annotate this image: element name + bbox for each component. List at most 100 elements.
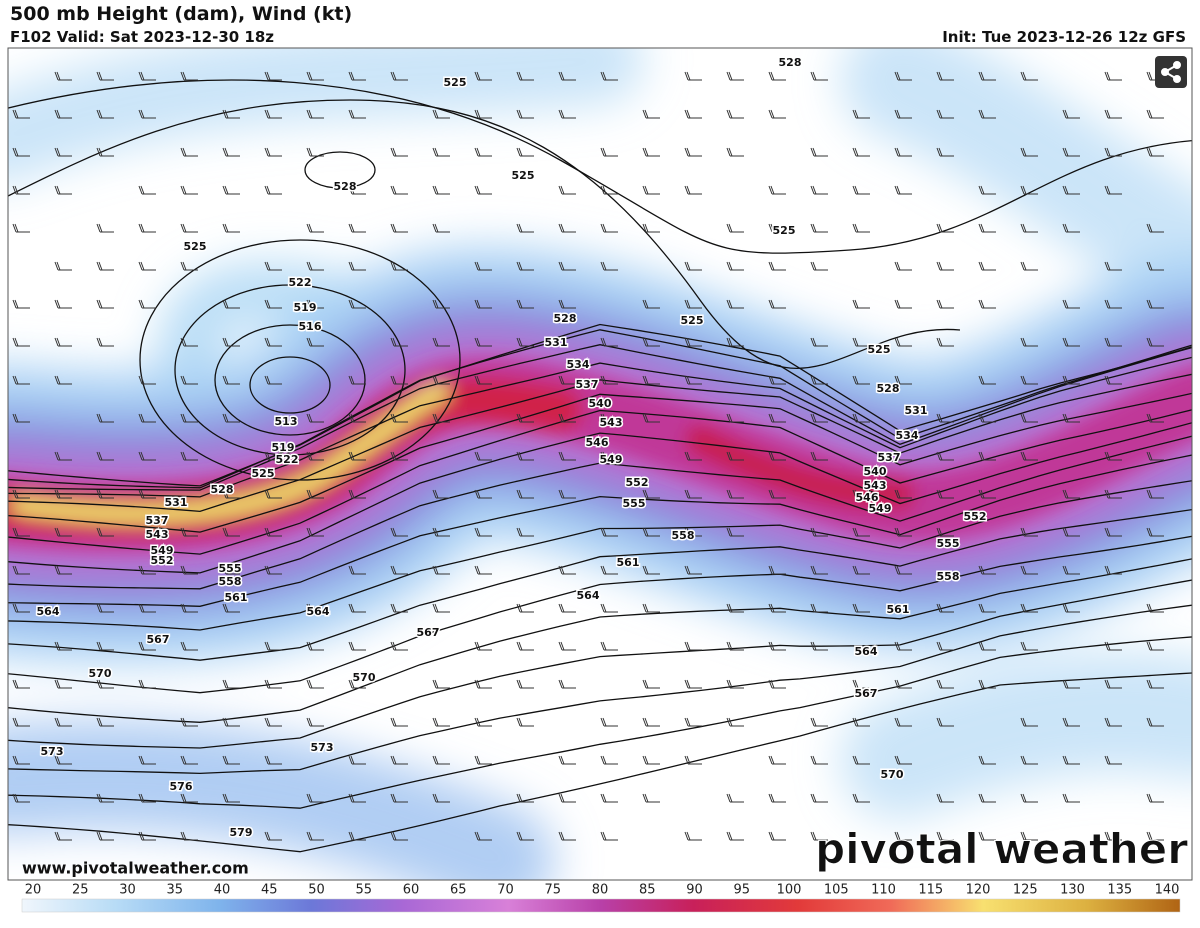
wind-barb [1020,375,1038,385]
wind-barb [138,755,156,765]
wind-barb [600,565,618,575]
contour-label: 558 [937,570,960,583]
contour-label: 558 [219,575,242,588]
wind-barb [684,147,702,157]
wind-barb [96,641,114,651]
wind-barb [978,793,996,803]
wind-barb [432,109,450,119]
wind-barb [264,299,282,309]
wind-barb [306,147,324,157]
share-button[interactable] [1155,56,1187,88]
wind-barb [180,337,198,347]
contour-label: 564 [37,605,60,618]
wind-barb [726,603,744,613]
wind-barb [1146,793,1164,803]
wind-barb [306,527,324,537]
wind-barb [390,375,408,385]
contour-label: 528 [554,312,577,325]
wind-barb [768,71,786,81]
wind-barb [726,71,744,81]
wind-barb [1062,223,1080,233]
wind-barb [600,831,618,841]
wind-barb [768,603,786,613]
contour-line [8,344,1192,491]
contour-line [8,323,1192,487]
wind-barb [306,109,324,119]
contour-label: 573 [41,745,64,758]
wind-barb [138,489,156,499]
wind-barb [642,793,660,803]
wind-barb [642,565,660,575]
wind-barb [1020,641,1038,651]
wind-barb [600,375,618,385]
contour-label: 513 [275,415,298,428]
wind-barb [600,451,618,461]
colorbar-tick-label: 45 [261,883,278,898]
wind-barb [12,679,30,689]
wind-barb [936,489,954,499]
wind-barb [1062,109,1080,119]
wind-barb [306,71,324,81]
contour-label: 567 [417,626,440,639]
wind-barb [1146,337,1164,347]
wind-barb [54,299,72,309]
wind-barb [558,603,576,613]
contour-label: 552 [151,554,174,567]
wind-barb [684,71,702,81]
wind-barb [768,375,786,385]
contour-label: 522 [289,276,312,289]
wind-barb [264,337,282,347]
wind-barbs [12,71,1164,841]
wind-barb [138,793,156,803]
wind-barb [1062,375,1080,385]
colorbar-tick-label: 115 [918,883,943,898]
wind-barb [474,375,492,385]
wind-barb [1020,831,1038,841]
colorbar-tick-label: 65 [450,883,467,898]
contour-label: 540 [589,397,612,410]
contour-label: 552 [964,510,987,523]
wind-barb [222,793,240,803]
wind-barb [306,793,324,803]
wind-barb [600,337,618,347]
wind-barb [390,185,408,195]
init-time: Init: Tue 2023-12-26 12z GFS [942,28,1186,46]
wind-barb [768,565,786,575]
wind-barb [642,489,660,499]
wind-barb [348,793,366,803]
wind-barb [348,489,366,499]
wind-barb [726,679,744,689]
contour-label: 540 [864,465,887,478]
wind-barb [852,299,870,309]
wind-barb [726,451,744,461]
wind-barb [264,185,282,195]
wind-barb [852,147,870,157]
contour-label: 546 [856,491,879,504]
wind-barb [1062,185,1080,195]
wind-barb [180,451,198,461]
wind-barb [894,109,912,119]
contour-line [8,435,1192,590]
wind-barb [894,489,912,499]
wind-barb [852,755,870,765]
wind-barb [642,679,660,689]
wind-barb [516,451,534,461]
wind-barb [180,413,198,423]
wind-barb [516,831,534,841]
wind-barb [642,717,660,727]
wind-barb [894,831,912,841]
contour-label: 525 [444,76,467,89]
wind-barb [432,527,450,537]
wind-barb [348,71,366,81]
wind-barb [264,717,282,727]
wind-barb [684,717,702,727]
wind-barb [810,793,828,803]
wind-barb [684,527,702,537]
wind-barb [768,679,786,689]
watermark: pivotal weather [815,825,1188,874]
wind-barb [264,831,282,841]
wind-barb [1020,147,1038,157]
contour-line [8,99,961,370]
contour-label: 519 [272,441,295,454]
wind-barb [222,375,240,385]
